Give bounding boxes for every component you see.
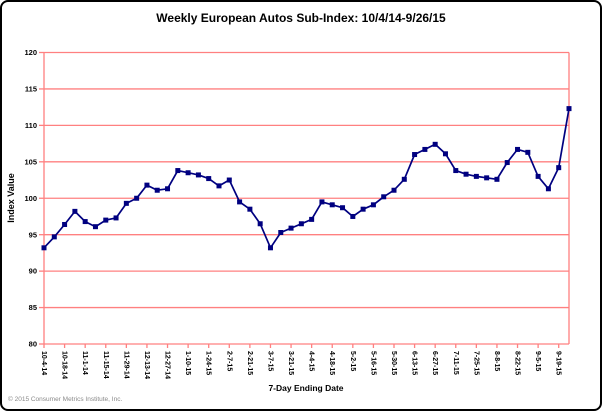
data-point-marker	[329, 202, 335, 208]
data-point-marker	[412, 152, 418, 158]
data-point-marker	[381, 194, 387, 200]
data-point-marker	[545, 186, 551, 192]
data-point-marker	[442, 151, 448, 157]
x-tick-label: 8-8-15	[493, 351, 500, 371]
y-tick-label: 80	[29, 340, 37, 349]
y-tick-label: 100	[24, 194, 37, 203]
x-tick-label: 10-18-14	[61, 351, 68, 379]
y-tick-label: 110	[25, 121, 37, 130]
y-tick-label: 95	[29, 230, 37, 239]
x-tick-label: 9-19-15	[555, 351, 562, 375]
data-point-marker	[113, 215, 119, 221]
x-tick-label: 11-29-14	[122, 351, 129, 379]
data-point-marker	[123, 200, 129, 206]
data-point-marker	[41, 245, 47, 251]
data-point-marker	[154, 187, 160, 193]
data-point-marker	[432, 141, 438, 147]
data-point-marker	[350, 213, 356, 219]
data-point-marker	[515, 146, 521, 152]
data-point-marker	[473, 173, 479, 179]
x-tick-label: 5-2-15	[349, 351, 356, 371]
x-tick-label: 3-21-15	[287, 351, 294, 375]
x-tick-label: 11-15-14	[102, 351, 109, 379]
x-tick-label: 5-30-15	[390, 351, 397, 375]
data-point-marker	[525, 149, 531, 155]
x-tick-label: 4-18-15	[328, 351, 335, 375]
data-point-marker	[298, 221, 304, 227]
data-point-marker	[278, 230, 284, 236]
x-tick-label: 10-4-14	[40, 351, 47, 375]
x-tick-label: 7-25-15	[472, 351, 479, 375]
data-point-marker	[247, 206, 253, 212]
data-point-marker	[165, 186, 171, 192]
y-tick-label: 85	[29, 303, 37, 312]
data-point-marker	[391, 187, 397, 193]
data-point-marker	[370, 202, 376, 208]
data-series-layer	[41, 106, 572, 251]
x-tick-label: 11-1-14	[81, 351, 88, 375]
data-point-marker	[556, 165, 562, 171]
data-point-marker	[257, 221, 263, 227]
copyright-notice: © 2015 Consumer Metrics Institute, Inc.	[8, 395, 122, 403]
data-point-marker	[401, 176, 407, 182]
x-tick-label: 6-13-15	[411, 351, 418, 375]
data-point-marker	[92, 224, 98, 230]
data-point-marker	[267, 245, 273, 251]
data-point-marker	[72, 208, 78, 214]
axes-layer: 80 85 90 95 100 105 110 115 120 10-4-14 10-18-14 11…	[24, 48, 570, 379]
x-tick-label: 8-22-15	[514, 351, 521, 375]
data-point-marker	[422, 146, 428, 152]
data-point-marker	[144, 182, 150, 188]
data-point-marker	[484, 175, 490, 181]
data-point-marker	[185, 170, 191, 176]
data-point-marker	[494, 176, 500, 182]
data-point-marker	[195, 172, 201, 178]
series-line	[43, 108, 570, 249]
data-point-marker	[288, 225, 294, 231]
x-tick-label: 1-10-15	[184, 351, 191, 375]
x-tick-label: 2-7-15	[225, 351, 232, 371]
x-tick-label: 7-11-15	[452, 351, 459, 375]
data-point-marker	[566, 106, 572, 112]
data-point-marker	[103, 217, 109, 223]
data-point-marker	[453, 168, 459, 174]
data-point-marker	[237, 199, 243, 205]
data-point-marker	[226, 177, 232, 183]
data-point-marker	[82, 219, 88, 225]
data-point-marker	[504, 160, 510, 166]
y-tick-label: 120	[24, 48, 37, 57]
data-point-marker	[535, 173, 541, 179]
y-axis-title: Index Value	[6, 173, 16, 223]
x-tick-label: 9-5-15	[534, 351, 541, 371]
x-axis-title: 7-Day Ending Date	[268, 383, 343, 393]
x-tick-label: 3-7-15	[266, 351, 273, 371]
data-point-marker	[319, 199, 325, 205]
y-tick-label: 105	[24, 157, 37, 166]
data-point-marker	[175, 168, 181, 174]
x-tick-label: 12-27-14	[164, 351, 171, 379]
x-tick-label: 12-13-14	[143, 351, 150, 379]
chart-title: Weekly European Autos Sub-Index: 10/4/14…	[156, 11, 446, 25]
data-point-marker	[463, 171, 469, 177]
x-tick-label: 6-27-15	[431, 351, 438, 375]
data-point-marker	[51, 234, 57, 240]
gridlines-layer	[44, 51, 569, 345]
data-point-marker	[216, 183, 222, 189]
x-tick-label: 5-16-15	[369, 351, 376, 375]
x-tick-label: 4-4-15	[308, 351, 315, 371]
data-point-marker	[360, 206, 366, 212]
x-tick-label: 1-24-15	[205, 351, 212, 375]
y-tick-label: 90	[29, 267, 37, 276]
x-tick-label: 2-21-15	[246, 351, 253, 375]
y-tick-label: 115	[25, 85, 37, 94]
data-point-marker	[62, 221, 68, 227]
data-point-marker	[134, 195, 140, 201]
data-point-marker	[340, 205, 346, 211]
data-point-marker	[206, 176, 212, 182]
data-point-marker	[309, 216, 315, 222]
